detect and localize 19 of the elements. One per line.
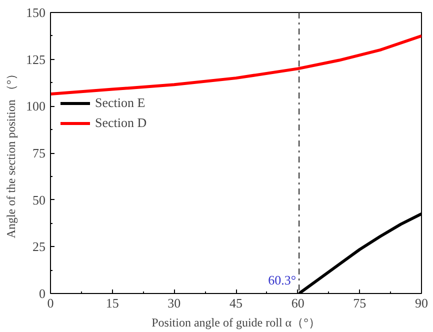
y-tick-label: 50 [32,192,46,208]
x-tick-label: 75 [353,296,366,310]
y-tick-label: 25 [32,239,46,254]
x-tick-label: 30 [168,296,181,310]
y-tick-label: 150 [26,5,46,20]
legend-label: Section D [95,115,147,131]
y-tick-label: 100 [26,98,46,114]
legend-label: Section E [95,95,146,111]
x-tick-label: 15 [106,296,119,310]
x-tick-label: 90 [415,296,428,310]
ref-line-label: 60.3° [268,272,296,288]
y-tick-label: 125 [26,52,46,67]
line-series [50,34,422,96]
x-axis-title: Position angle of guide roll α（°） [152,316,320,330]
x-tick-label: 45 [230,296,242,310]
y-axis-title: Angle of the section position （°） [4,68,18,238]
x-tick-label: 60 [291,296,304,310]
y-tick-label: 0 [39,286,46,301]
y-tick-label: 75 [32,146,46,160]
